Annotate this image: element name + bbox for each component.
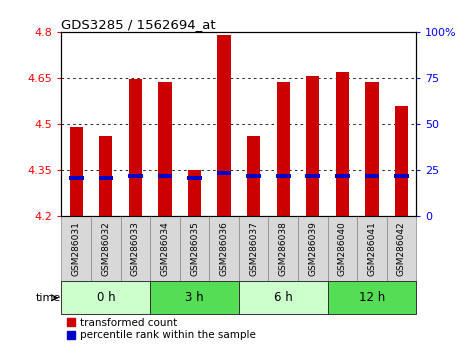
Bar [69, 176, 84, 179]
Bar [239, 216, 269, 281]
Bar [298, 216, 327, 281]
Bar [247, 136, 260, 216]
Bar [268, 216, 298, 281]
Bar [70, 127, 83, 216]
Bar [335, 174, 350, 178]
Bar [276, 174, 290, 178]
Text: GSM286036: GSM286036 [219, 221, 228, 276]
Bar [61, 281, 150, 314]
Bar [99, 136, 113, 216]
Bar [246, 174, 261, 178]
Text: time: time [35, 293, 61, 303]
Bar [188, 170, 201, 216]
Text: GSM286035: GSM286035 [190, 221, 199, 276]
Text: GSM286031: GSM286031 [72, 221, 81, 276]
Bar [150, 216, 180, 281]
Bar [306, 174, 320, 178]
Text: GSM286039: GSM286039 [308, 221, 317, 276]
Text: GSM286034: GSM286034 [160, 221, 169, 276]
Text: GSM286040: GSM286040 [338, 221, 347, 276]
Text: GSM286038: GSM286038 [279, 221, 288, 276]
Text: 3 h: 3 h [185, 291, 204, 304]
Bar [180, 216, 209, 281]
Text: GDS3285 / 1562694_at: GDS3285 / 1562694_at [61, 18, 216, 31]
Bar [395, 105, 408, 216]
Bar [209, 216, 239, 281]
Bar [357, 216, 387, 281]
Bar [277, 82, 290, 216]
Bar [239, 281, 327, 314]
Text: 12 h: 12 h [359, 291, 385, 304]
Bar [306, 76, 319, 216]
Legend: transformed count, percentile rank within the sample: transformed count, percentile rank withi… [67, 318, 256, 340]
Bar [387, 216, 416, 281]
Bar [218, 35, 231, 216]
Bar [187, 176, 202, 179]
Bar [217, 171, 231, 175]
Bar [150, 281, 239, 314]
Bar [91, 216, 121, 281]
Bar [365, 174, 379, 178]
Bar [365, 82, 378, 216]
Bar [327, 281, 416, 314]
Text: GSM286042: GSM286042 [397, 221, 406, 276]
Text: 0 h: 0 h [96, 291, 115, 304]
Text: GSM286032: GSM286032 [101, 221, 110, 276]
Bar [336, 72, 349, 216]
Text: GSM286033: GSM286033 [131, 221, 140, 276]
Bar [327, 216, 357, 281]
Bar [61, 216, 91, 281]
Text: GSM286037: GSM286037 [249, 221, 258, 276]
Text: 6 h: 6 h [274, 291, 293, 304]
Bar [98, 176, 113, 179]
Bar [394, 174, 409, 178]
Bar [121, 216, 150, 281]
Bar [129, 79, 142, 216]
Text: GSM286041: GSM286041 [368, 221, 377, 276]
Bar [158, 82, 172, 216]
Bar [128, 174, 143, 178]
Bar [158, 174, 172, 178]
